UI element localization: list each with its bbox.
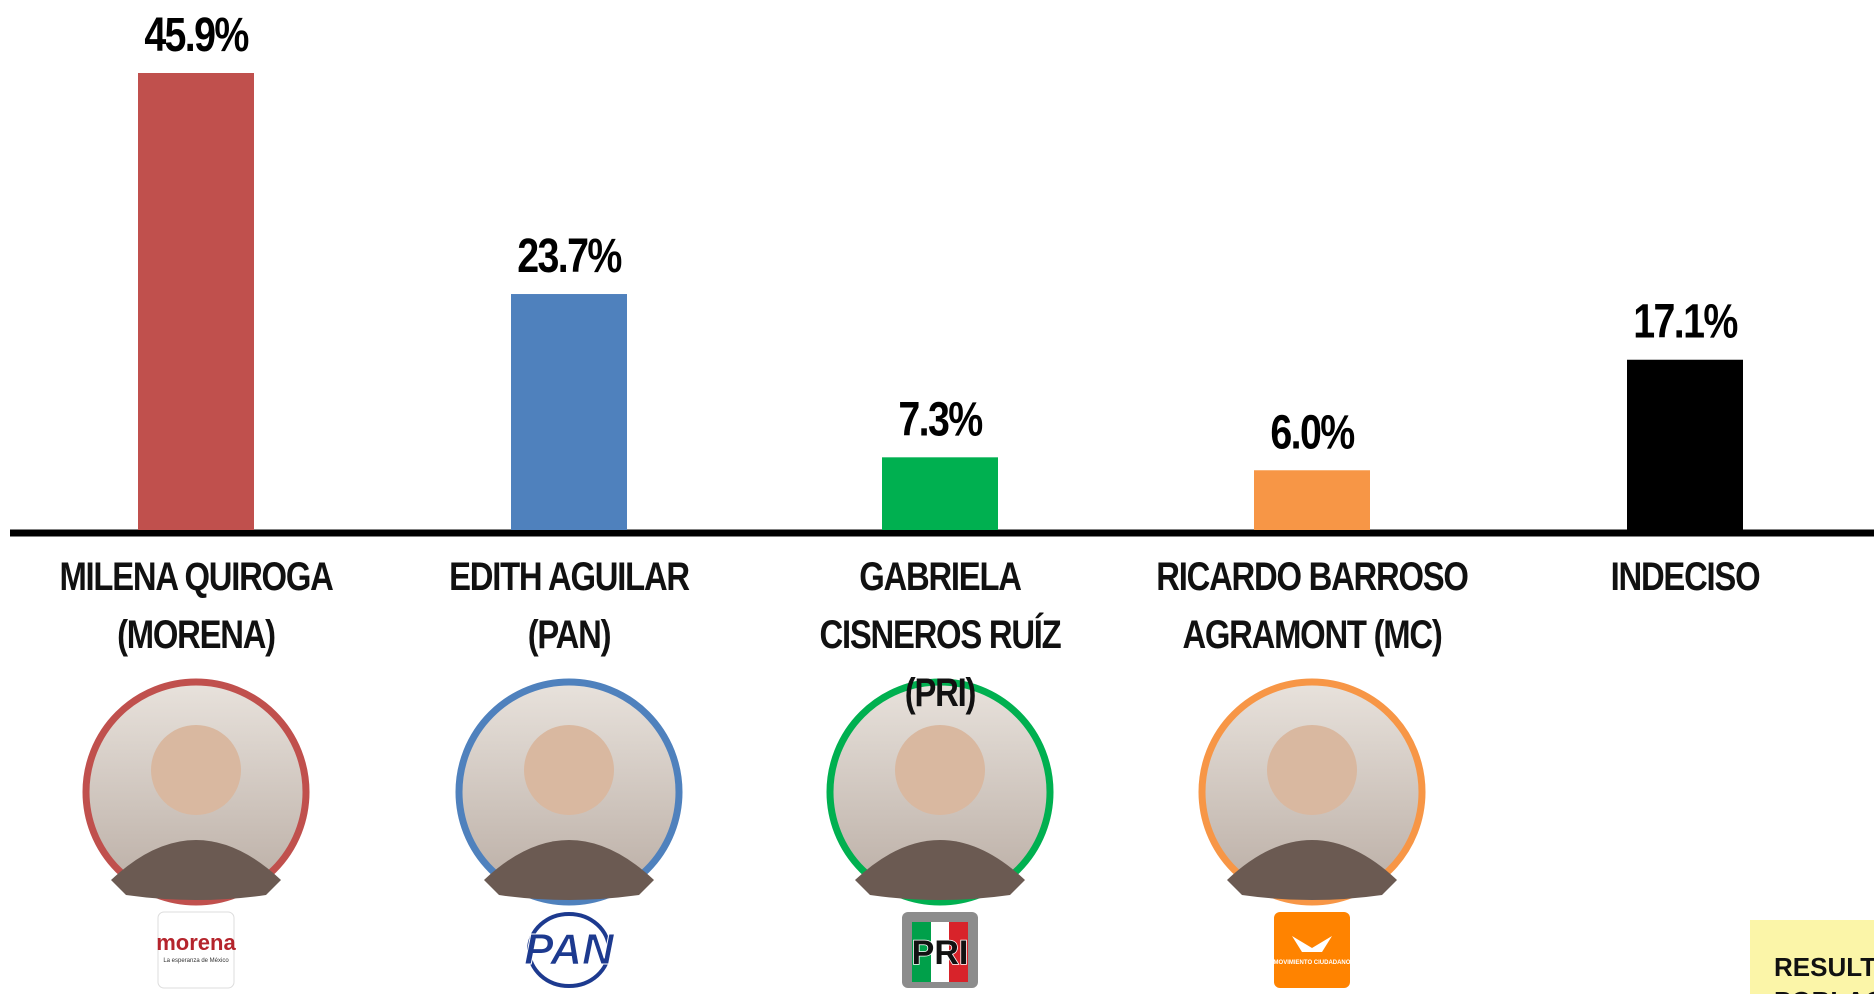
page: 45.9% 23.7% 7.3% 6.0% 17.1% morena La esperanz… xyxy=(0,0,1874,994)
logo-text: morena xyxy=(156,930,236,955)
logo-text: MOVIMIENTO CIUDADANO xyxy=(1274,960,1351,966)
value-label: 7.3% xyxy=(898,393,982,447)
logo-text: PRI xyxy=(912,934,969,972)
chart: 45.9% 23.7% 7.3% 6.0% 17.1% morena La esperanz… xyxy=(0,0,1874,994)
x-tick-label: RICARDO BARROSO AGRAMONT (MC) xyxy=(1156,548,1468,664)
bar xyxy=(1254,470,1370,530)
bar xyxy=(882,457,998,530)
value-label: 45.9% xyxy=(144,8,248,62)
value-label: 23.7% xyxy=(517,229,621,283)
photo-head xyxy=(1267,725,1357,815)
bar xyxy=(511,294,627,530)
photo-head xyxy=(895,725,985,815)
bar xyxy=(138,73,254,530)
photo-head xyxy=(524,725,614,815)
note-line: POBLACIÓ xyxy=(1774,984,1874,994)
value-label: 6.0% xyxy=(1270,406,1354,460)
note-line: RESULTADO xyxy=(1774,950,1874,984)
x-tick-label: EDITH AGUILAR (PAN) xyxy=(413,548,725,664)
logo-text: PAN xyxy=(524,925,615,974)
value-label: 17.1% xyxy=(1633,295,1737,349)
x-tick-label: GABRIELA CISNEROS RUÍZ (PRI) xyxy=(784,548,1096,722)
x-tick-label: MILENA QUIROGA (MORENA) xyxy=(40,548,352,664)
logo-tagline: La esperanza de México xyxy=(163,958,229,964)
photo-head xyxy=(151,725,241,815)
bar xyxy=(1627,360,1743,530)
note-box: RESULTADO POBLACIÓ xyxy=(1750,920,1874,994)
x-tick-label: INDECISO xyxy=(1529,548,1841,606)
